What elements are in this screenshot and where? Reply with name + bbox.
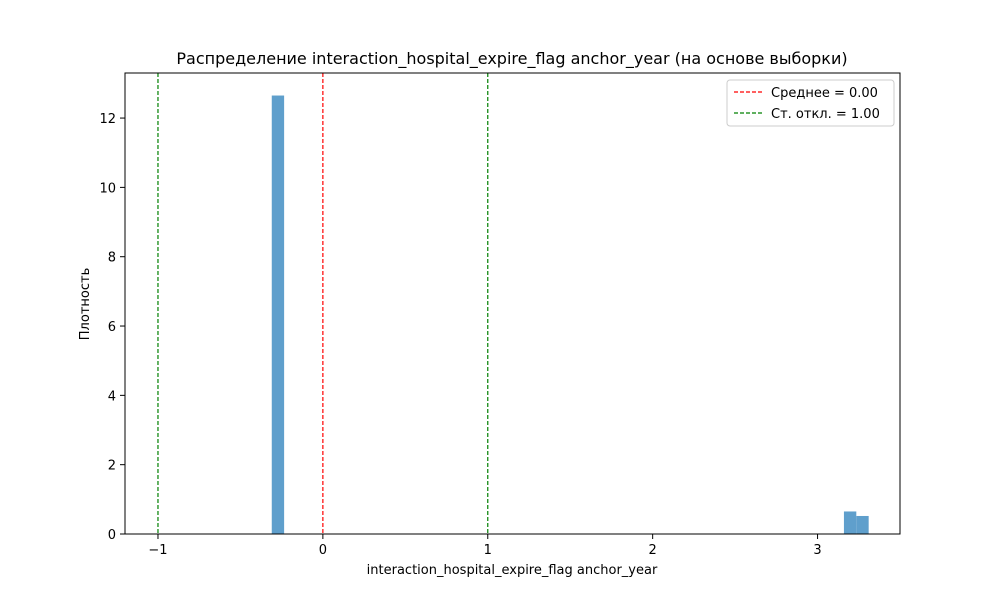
plot-area	[157, 73, 869, 534]
histogram-bar-2	[856, 515, 869, 534]
y-tick-label: 12	[99, 112, 116, 127]
legend: Среднее = 0.00 Ст. откл. = 1.00	[726, 79, 895, 127]
y-tick-label: 6	[108, 320, 116, 335]
legend-label-1: Ст. откл. = 1.00	[771, 107, 880, 122]
y-tick-label: 8	[108, 251, 116, 266]
y-tick-label: 10	[99, 181, 116, 196]
legend-label-0: Среднее = 0.00	[771, 86, 878, 101]
y-tick-label: 0	[108, 528, 116, 543]
plot-frame	[124, 72, 901, 535]
x-tick-label: 3	[813, 543, 821, 558]
histogram-bar-1	[843, 511, 857, 534]
chart-title: Распределение interaction_hospital_expir…	[176, 49, 847, 69]
x-tick-label: −1	[148, 543, 167, 558]
x-tick-label: 2	[649, 543, 657, 558]
histogram-bar-0	[271, 95, 285, 534]
legend-box	[726, 79, 895, 127]
x-axis: −1 0 1 2 3	[148, 534, 822, 558]
y-tick-label: 2	[108, 459, 116, 474]
x-tick-label: 0	[319, 543, 327, 558]
y-tick-label: 4	[108, 389, 116, 404]
y-axis: 0 2 4 6 8 10 12	[99, 112, 125, 543]
x-axis-label: interaction_hospital_expire_flag anchor_…	[367, 563, 658, 578]
x-tick-label: 1	[484, 543, 492, 558]
y-axis-label: Плотность	[78, 268, 93, 340]
